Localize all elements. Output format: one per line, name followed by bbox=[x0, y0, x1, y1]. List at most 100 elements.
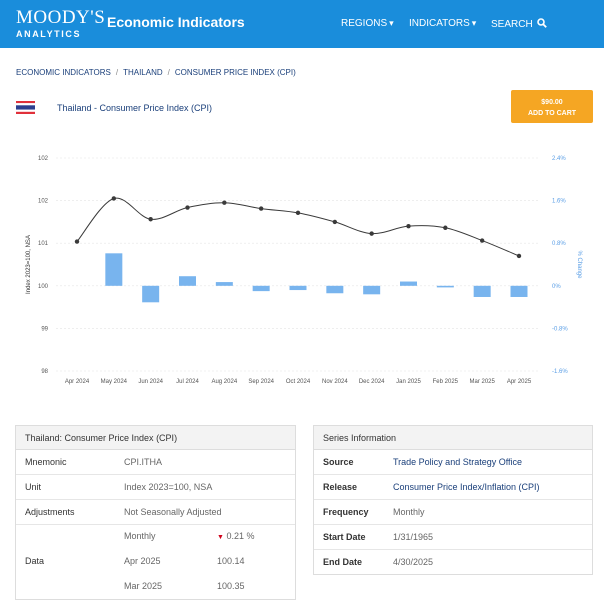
summary-row-mnemonic: Mnemonic CPI.ITHA bbox=[16, 450, 295, 475]
y-tick-label: 102 bbox=[38, 156, 49, 162]
y2-tick-label: 0.8% bbox=[552, 241, 566, 247]
breadcrumb: ECONOMIC INDICATORS / THAILAND / CONSUMER PR… bbox=[16, 68, 296, 77]
release-label: Release bbox=[323, 482, 358, 492]
change-bar bbox=[105, 253, 123, 286]
y-tick-label: 101 bbox=[38, 241, 49, 247]
price-label: $90.00 bbox=[541, 99, 563, 106]
end-date-value: 4/30/2025 bbox=[393, 557, 434, 567]
app-title[interactable]: Economic Indicators bbox=[107, 14, 245, 30]
y-tick-label: 102 bbox=[38, 199, 49, 205]
cpi-chart: 102 2.4% 102 1.6% 101 0.8% 100 0% 99 -0.8% 98 -1.6%… bbox=[26, 156, 582, 385]
x-tick-label: Jul 2024 bbox=[176, 379, 199, 385]
index-point bbox=[369, 231, 374, 236]
series-row-frequency: Frequency Monthly bbox=[314, 500, 592, 525]
nav-regions-label: REGIONS bbox=[341, 18, 388, 29]
y2-tick-label: 2.4% bbox=[552, 156, 566, 162]
change-bar bbox=[179, 276, 196, 286]
index-point bbox=[406, 223, 411, 229]
x-tick-label: Apr 2024 bbox=[65, 379, 90, 385]
unit-value: Index 2023=100, NSA bbox=[124, 482, 213, 492]
index-point bbox=[479, 238, 485, 243]
y-tick-label: 98 bbox=[41, 369, 48, 375]
data-period-latest: Apr 2025 bbox=[124, 556, 161, 566]
index-point bbox=[148, 217, 153, 222]
index-point bbox=[443, 225, 448, 230]
series-row-source: Source Trade Policy and Strategy Office bbox=[314, 450, 592, 475]
series-information-panel: Series Information Source Trade Policy a… bbox=[313, 425, 593, 575]
search-icon bbox=[537, 18, 548, 28]
release-link[interactable]: Consumer Price Index/Inflation (CPI) bbox=[393, 482, 540, 492]
moodys-analytics-logo[interactable]: MOODY'S ANALYTICS bbox=[16, 8, 105, 40]
chevron-down-icon: ▾ bbox=[471, 18, 477, 28]
nav-indicators[interactable]: INDICATORS ▾ bbox=[409, 18, 476, 29]
index-point bbox=[185, 205, 190, 210]
x-tick-label: Feb 2025 bbox=[433, 379, 459, 385]
x-tick-label: Apr 2025 bbox=[507, 379, 532, 385]
series-row-start-date: Start Date 1/31/1965 bbox=[314, 525, 592, 550]
data-change-value: 0.21 % bbox=[226, 531, 255, 541]
source-link[interactable]: Trade Policy and Strategy Office bbox=[393, 457, 523, 467]
x-tick-label: Oct 2024 bbox=[286, 379, 311, 385]
top-navigation-bar: MOODY'S ANALYTICS Economic Indicators RE… bbox=[0, 0, 604, 48]
series-row-release: Release Consumer Price Index/Inflation (… bbox=[314, 475, 592, 500]
x-tick-label: Jan 2025 bbox=[396, 379, 421, 385]
change-bar bbox=[363, 285, 381, 295]
nav-search-label: SEARCH bbox=[491, 19, 533, 30]
page-title: Thailand - Consumer Price Index (CPI) bbox=[57, 103, 213, 113]
data-change: ▼ 0.21 % bbox=[217, 531, 254, 541]
data-value-latest: 100.14 bbox=[217, 556, 245, 566]
add-to-cart-button[interactable]: $90.00 ADD TO CART bbox=[511, 90, 593, 123]
start-date-value: 1/31/1965 bbox=[393, 532, 434, 542]
frequency-label: Frequency bbox=[323, 507, 369, 517]
start-date-label: Start Date bbox=[323, 532, 366, 542]
end-date-label: End Date bbox=[323, 557, 363, 567]
breadcrumb-separator: / bbox=[115, 68, 119, 77]
change-bar bbox=[289, 285, 307, 291]
x-tick-label: Sep 2024 bbox=[248, 379, 274, 385]
series-row-end-date: End Date 4/30/2025 bbox=[314, 550, 592, 575]
breadcrumb-cpi[interactable]: CONSUMER PRICE INDEX (CPI) bbox=[174, 68, 296, 77]
nav-search[interactable]: SEARCH bbox=[491, 18, 548, 30]
breadcrumb-economic-indicators[interactable]: ECONOMIC INDICATORS bbox=[16, 68, 111, 77]
down-arrow-icon: ▼ bbox=[217, 534, 224, 541]
logo-brand: MOODY'S bbox=[16, 7, 106, 28]
y2-tick-label: -0.8% bbox=[552, 326, 568, 332]
change-bar bbox=[252, 285, 270, 292]
series-information-title: Series Information bbox=[314, 426, 592, 450]
nav-regions[interactable]: REGIONS ▾ bbox=[341, 18, 394, 29]
data-value-previous: 100.35 bbox=[217, 581, 245, 591]
mnemonic-label: Mnemonic bbox=[25, 457, 67, 467]
change-bar bbox=[215, 282, 233, 286]
y-tick-label: 99 bbox=[41, 326, 48, 332]
nav-indicators-label: INDICATORS bbox=[409, 18, 470, 29]
breadcrumb-thailand[interactable]: THAILAND bbox=[123, 68, 163, 77]
y2-tick-label: -1.6% bbox=[552, 369, 568, 375]
summary-row-adjustments: Adjustments Not Seasonally Adjusted bbox=[16, 500, 295, 525]
breadcrumb-separator: / bbox=[167, 68, 170, 77]
adjustments-value: Not Seasonally Adjusted bbox=[124, 507, 222, 517]
x-tick-label: Nov 2024 bbox=[322, 379, 348, 385]
thailand-flag-icon bbox=[16, 101, 35, 114]
source-label: Source bbox=[323, 457, 354, 467]
index-point bbox=[222, 200, 227, 205]
x-tick-label: Mar 2025 bbox=[469, 379, 495, 385]
data-period-previous: Mar 2025 bbox=[124, 581, 163, 591]
change-bar bbox=[400, 281, 417, 286]
mnemonic-value: CPI.ITHA bbox=[124, 457, 163, 467]
index-point bbox=[295, 210, 301, 216]
change-bar bbox=[326, 285, 344, 294]
x-tick-label: May 2024 bbox=[101, 379, 128, 385]
indicator-summary-panel: Thailand: Consumer Price Index (CPI) Mne… bbox=[15, 425, 296, 600]
y2-tick-label: 0% bbox=[552, 284, 561, 290]
y-axis-title: Index 2023=100, NSA bbox=[26, 235, 32, 294]
indicator-summary-title: Thailand: Consumer Price Index (CPI) bbox=[16, 426, 295, 450]
x-tick-label: Dec 2024 bbox=[359, 379, 385, 385]
data-label: Data bbox=[25, 556, 45, 566]
x-tick-label: Aug 2024 bbox=[211, 379, 237, 385]
index-point bbox=[332, 219, 338, 225]
x-tick-label: Jun 2024 bbox=[138, 379, 163, 385]
index-point bbox=[74, 239, 80, 244]
y-tick-label: 100 bbox=[38, 284, 49, 290]
y2-tick-label: 1.6% bbox=[552, 199, 566, 205]
index-line bbox=[76, 197, 520, 257]
